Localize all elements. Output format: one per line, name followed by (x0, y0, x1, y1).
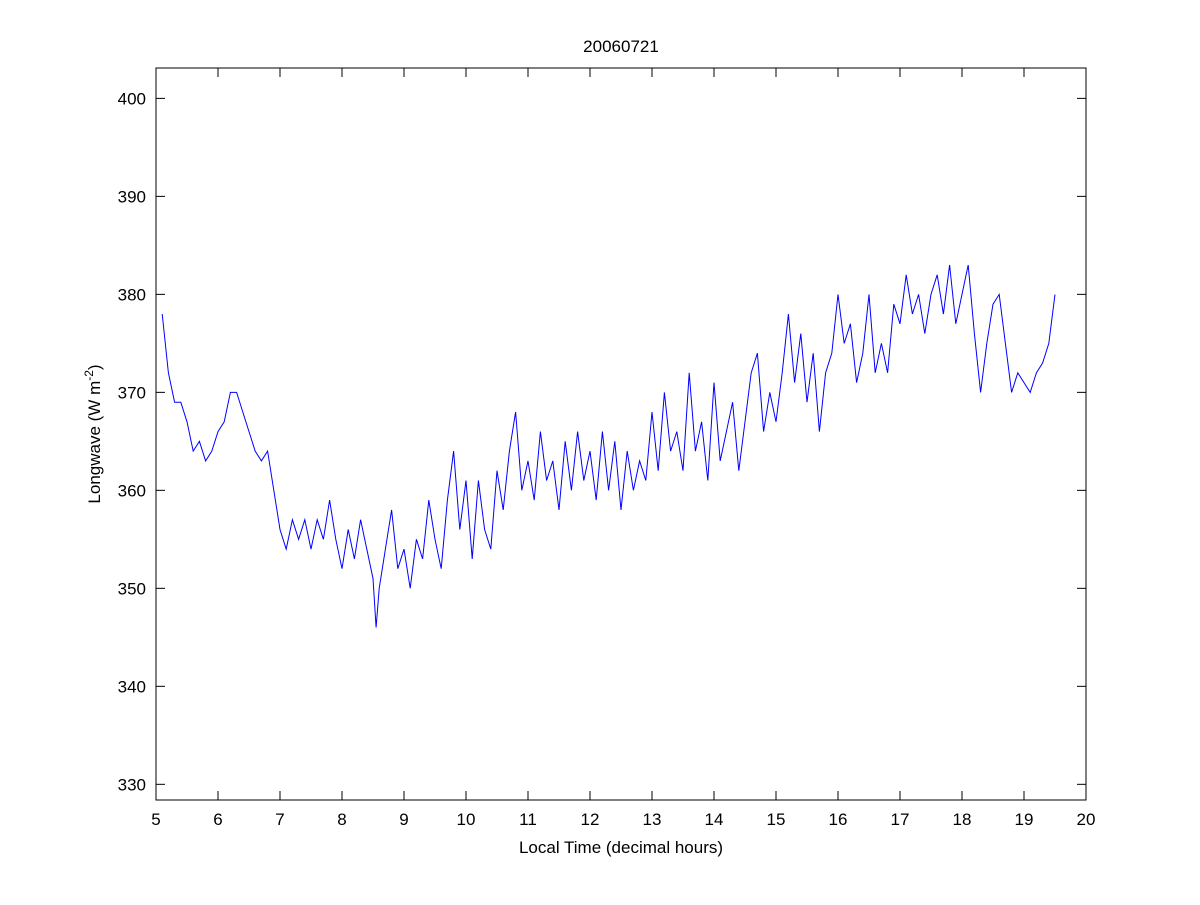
x-tick-label: 13 (643, 810, 662, 829)
y-tick-label: 360 (118, 481, 146, 500)
x-tick-label: 7 (275, 810, 284, 829)
plot-area (155, 67, 1087, 801)
y-tick-label: 380 (118, 285, 146, 304)
y-axis-label-main: Longwave (W m (85, 381, 104, 504)
y-axis-label-sup: -2 (82, 370, 96, 381)
series-line-longwave (161, 264, 1056, 628)
x-tick-label: 20 (1077, 810, 1096, 829)
x-tick-label: 15 (767, 810, 786, 829)
x-tick-label: 16 (829, 810, 848, 829)
y-tick-label: 390 (118, 187, 146, 206)
x-tick-label: 10 (457, 810, 476, 829)
y-axis-label: Longwave (W m-2) (82, 364, 104, 503)
x-axis-label: Local Time (decimal hours) (519, 838, 723, 857)
y-tick-label: 330 (118, 775, 146, 794)
x-tick-label: 17 (891, 810, 910, 829)
y-axis-label-end: ) (85, 364, 104, 370)
x-tick-label: 9 (399, 810, 408, 829)
y-tick-label: 350 (118, 579, 146, 598)
y-tick-label: 370 (118, 383, 146, 402)
x-tick-label: 5 (151, 810, 160, 829)
x-tick-label: 14 (705, 810, 724, 829)
y-tick-label: 400 (118, 89, 146, 108)
x-tick-label: 6 (213, 810, 222, 829)
chart-title: 20060721 (583, 37, 659, 56)
x-tick-label: 19 (1015, 810, 1034, 829)
x-tick-label: 12 (581, 810, 600, 829)
x-tick-label: 8 (337, 810, 346, 829)
x-tick-label: 18 (953, 810, 972, 829)
y-tick-label: 340 (118, 677, 146, 696)
x-tick-label: 11 (519, 810, 537, 829)
